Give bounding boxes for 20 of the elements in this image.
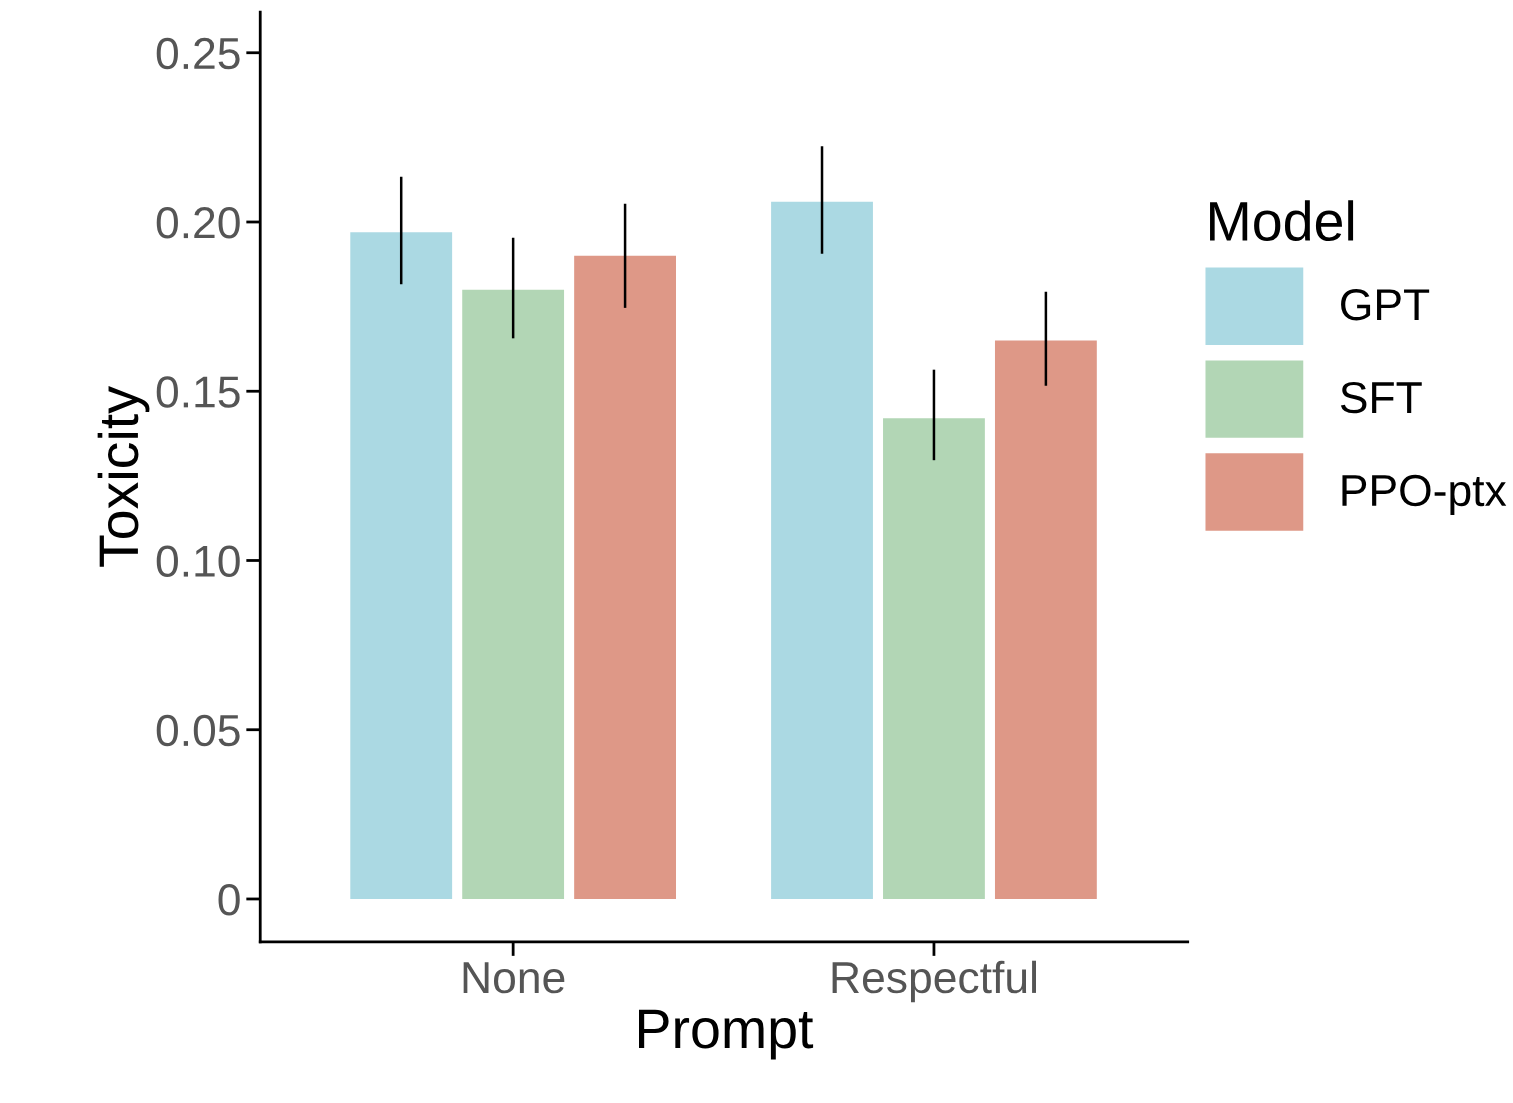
- x-tick-label: None: [463, 962, 565, 994]
- y-tick-label: 0.15: [156, 376, 240, 408]
- bar: [574, 255, 676, 899]
- bar: [883, 418, 985, 899]
- bar: [350, 232, 453, 899]
- bar: [994, 340, 1097, 899]
- y-tick-label: 0.20: [156, 207, 240, 239]
- legend-label: GPT: [1341, 288, 1430, 321]
- y-tick-label: 0.10: [156, 545, 240, 578]
- y-tick-label: 0.25: [156, 37, 240, 70]
- y-axis-title: Toxicity: [97, 386, 150, 567]
- bar: [462, 289, 565, 899]
- legend-title: Model: [1210, 200, 1354, 242]
- y-tick-label: 0.05: [156, 714, 240, 747]
- bar: [771, 201, 873, 899]
- x-tick-label: Respectful: [832, 960, 1036, 1003]
- x-axis-title: Prompt: [639, 1009, 814, 1060]
- legend-label: PPO-ptx: [1342, 474, 1507, 516]
- y-tick-label: 0: [218, 884, 240, 916]
- legend-label: SFT: [1340, 381, 1422, 414]
